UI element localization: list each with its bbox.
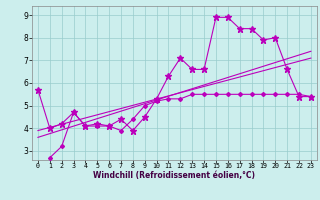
X-axis label: Windchill (Refroidissement éolien,°C): Windchill (Refroidissement éolien,°C) bbox=[93, 171, 255, 180]
